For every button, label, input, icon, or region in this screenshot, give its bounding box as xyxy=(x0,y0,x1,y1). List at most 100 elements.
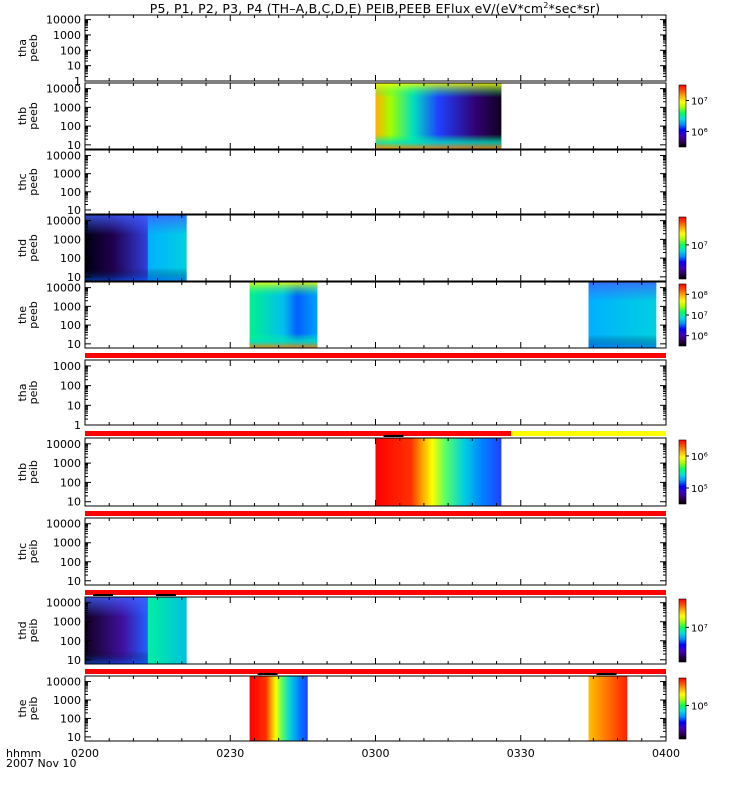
thd-peeb-block-2-overlay xyxy=(147,215,187,281)
the-peeb-ytick-label: 10000 xyxy=(46,282,81,295)
tha-peib-label: thapeib xyxy=(16,381,40,405)
tha-peeb-frame xyxy=(84,14,667,82)
thd-peib-ytick-label: 10 xyxy=(67,654,81,667)
the-peeb-block-1-overlay xyxy=(249,282,318,348)
thb-peeb-colorbar-label: 10⁶ xyxy=(691,128,708,139)
time-axis-label: hhmm xyxy=(6,747,42,760)
thd-peeb-label-probe: thd xyxy=(16,239,29,257)
thb-peib-flag-red xyxy=(85,431,512,436)
thd-peib-flag-red xyxy=(85,590,666,595)
the-peeb-ytick-label: 1000 xyxy=(53,300,81,313)
tha-peib-label-product: peib xyxy=(27,381,40,405)
thb-peib-ytick-label: 10000 xyxy=(46,438,81,451)
the-peib-flag-red xyxy=(85,669,666,674)
thb-peeb-label-product: peeb xyxy=(27,102,40,130)
thd-peib-colorbar xyxy=(678,598,687,663)
thc-peib-ytick-label: 10000 xyxy=(46,518,81,531)
thd-peib-block-1-overlay xyxy=(85,597,148,664)
chart-title-tail: *sec*sr) xyxy=(548,1,601,17)
tha-peib-flag-red xyxy=(85,353,666,358)
thd-peeb-ytick-label: 1000 xyxy=(53,233,81,246)
chart-title: P5, P1, P2, P3, P4 (TH–A,B,C,D,E) PEIB,P… xyxy=(0,1,750,16)
the-peeb-colorbar-label: 10⁷ xyxy=(691,311,708,322)
the-peib-block-1-marker xyxy=(257,673,278,675)
thd-peeb-ytick-label: 10000 xyxy=(46,215,81,228)
the-peib-frame xyxy=(84,675,667,742)
thb-peeb-label: thbpeeb xyxy=(16,102,40,130)
the-peib-label-product: peib xyxy=(27,697,40,721)
tha-peib-label-probe: tha xyxy=(16,383,29,401)
thc-peib-label-probe: thc xyxy=(16,543,29,560)
thb-peeb-ytick-label: 10 xyxy=(67,139,81,152)
tha-peib-ytick-label: 1 xyxy=(74,419,81,432)
tha-peeb-ytick-label: 1000 xyxy=(53,29,81,42)
thd-peib-block-1-marker xyxy=(93,594,113,596)
thc-peeb-frame xyxy=(84,149,667,215)
chart-title-superscript: 2 xyxy=(543,1,549,10)
thd-peib-block-2 xyxy=(147,597,187,664)
the-peib-colorbar-label: 10⁶ xyxy=(691,701,708,712)
tha-peib-frame xyxy=(84,359,667,426)
thc-peib-ytick-label: 100 xyxy=(60,556,81,569)
thd-peib-ytick-label: 10000 xyxy=(46,597,81,610)
tha-peeb-label: thapeeb xyxy=(16,34,40,62)
xtick-label-0300: 0300 xyxy=(362,747,390,760)
the-peeb-label-product: peeb xyxy=(27,301,40,329)
thc-peib-label-product: peib xyxy=(27,540,40,564)
thb-peib-colorbar-label: 10⁵ xyxy=(691,484,708,495)
tha-peeb-label-product: peeb xyxy=(27,34,40,62)
thb-peib-colorbar-label: 10⁶ xyxy=(691,452,708,463)
thd-peeb-ytick-label: 10 xyxy=(67,271,81,284)
thd-peib-label-product: peib xyxy=(27,619,40,643)
the-peeb-ytick-label: 100 xyxy=(60,319,81,332)
thd-peib-ytick-label: 1000 xyxy=(53,616,81,629)
tha-peeb-ytick-label: 100 xyxy=(60,44,81,57)
thb-peeb-colorbar-label: 10⁷ xyxy=(691,97,708,108)
the-peeb-colorbar xyxy=(678,283,687,347)
date-label: 2007 Nov 10 xyxy=(6,757,77,770)
tha-peeb-ytick-label: 10 xyxy=(67,60,81,73)
the-peeb-label: thepeeb xyxy=(16,301,40,329)
thb-peib-ytick-label: 100 xyxy=(60,476,81,489)
thb-peeb-ytick-label: 100 xyxy=(60,120,81,133)
tha-peib-ytick-label: 10 xyxy=(67,399,81,412)
thb-peib-flag-yellow xyxy=(511,431,666,436)
thc-peib-frame xyxy=(84,517,667,586)
thd-peeb-colorbar xyxy=(678,216,687,280)
xtick-label-0400: 0400 xyxy=(652,747,680,760)
the-peeb-block-2-overlay xyxy=(588,282,657,348)
the-peib-block-1 xyxy=(249,676,308,741)
thb-peeb-label-probe: thb xyxy=(16,107,29,125)
thd-peib-ytick-label: 100 xyxy=(60,635,81,648)
thc-peib-ytick-label: 10 xyxy=(67,575,81,588)
the-peib-ytick-label: 100 xyxy=(60,712,81,725)
thd-peib-label: thdpeib xyxy=(16,619,40,643)
thd-peeb-block-1-overlay xyxy=(85,215,148,281)
thc-peeb-label-product: peeb xyxy=(27,168,40,196)
thc-peeb-ytick-label: 10000 xyxy=(46,149,81,162)
thd-peib-block-2-marker xyxy=(155,594,176,596)
thb-peib-block-1 xyxy=(375,438,502,506)
the-peib-ytick-label: 1000 xyxy=(53,694,81,707)
thb-peib-ytick-label: 1000 xyxy=(53,457,81,470)
the-peib-label: thepeib xyxy=(16,697,40,721)
thb-peeb-block-1-overlay xyxy=(375,83,502,149)
the-peib-label-probe: the xyxy=(16,699,29,717)
thb-peeb-colorbar xyxy=(678,84,687,148)
thc-peib-label: thcpeib xyxy=(16,540,40,564)
the-peeb-colorbar-label: 10⁶ xyxy=(691,332,708,343)
thc-peeb-label-probe: thc xyxy=(16,173,29,190)
the-peib-ytick-label: 10 xyxy=(67,731,81,744)
thd-peeb-ytick-label: 100 xyxy=(60,252,81,265)
thb-peib-label-product: peib xyxy=(27,460,40,484)
thb-peib-label-probe: thb xyxy=(16,463,29,481)
tha-peib-ytick-label: 1000 xyxy=(53,360,81,373)
xtick-label-0230: 0230 xyxy=(216,747,244,760)
thd-peeb-label-product: peeb xyxy=(27,234,40,262)
the-peeb-ytick-label: 10 xyxy=(67,338,81,351)
thc-peib-flag-red xyxy=(85,511,666,516)
xtick-label-0330: 0330 xyxy=(507,747,535,760)
thc-peeb-label: thcpeeb xyxy=(16,168,40,196)
tha-peeb-ytick-label: 1 xyxy=(74,75,81,88)
